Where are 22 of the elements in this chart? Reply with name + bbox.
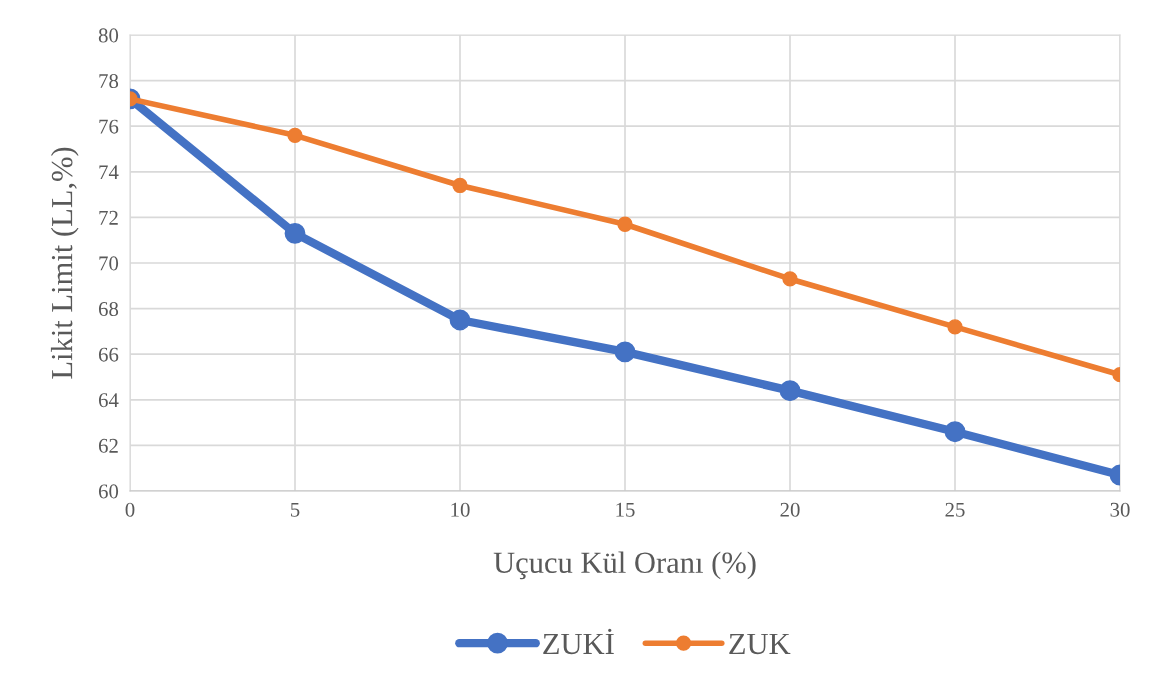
- y-tick-label: 76: [99, 119, 119, 134]
- y-tick-label: 78: [99, 73, 119, 89]
- x-tick-label: 30: [1110, 502, 1130, 517]
- y-tick-label: 66: [98, 347, 119, 362]
- y-tick-label: 68: [98, 301, 119, 317]
- legend-label: ZUK: [729, 633, 791, 655]
- x-tick-label: 0: [125, 502, 135, 517]
- x-tick-label: 25: [945, 502, 965, 517]
- y-tick-label: 80: [98, 28, 119, 43]
- y-axis-title: Likit Limit (LL,%): [50, 147, 79, 379]
- y-tick-label: 70: [99, 256, 119, 271]
- x-tick-label: 15: [616, 502, 635, 517]
- y-tick-label: 60: [98, 484, 119, 499]
- y-tick-label: 74: [99, 165, 119, 180]
- x-tick-label: 10: [451, 502, 470, 517]
- x-axis-title: Uçucu Kül Oranı (%): [493, 551, 756, 580]
- legend-label: ZUKİ: [543, 628, 614, 655]
- y-tick-label: 72: [99, 210, 118, 225]
- x-tick-label: 20: [780, 502, 800, 517]
- x-tick-label: 5: [291, 502, 300, 517]
- y-tick-label: 62: [98, 438, 118, 453]
- y-tick-label: 64: [98, 393, 119, 408]
